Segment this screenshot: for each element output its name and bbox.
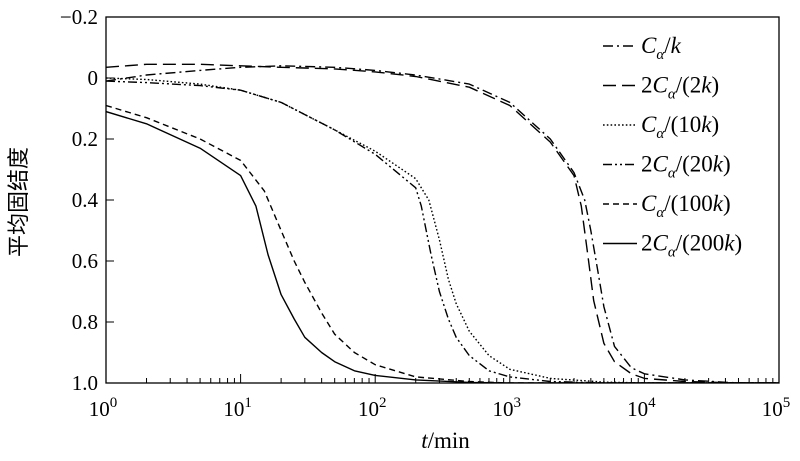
legend-slash: /(	[676, 231, 690, 256]
x-tick-label: 101	[223, 395, 252, 421]
legend-alpha: α	[668, 166, 677, 182]
x-tick-label-base: 10	[762, 397, 783, 421]
x-tick-label-exponent: 2	[379, 395, 387, 411]
x-tick-label-base: 10	[358, 397, 379, 421]
legend-close: )	[735, 231, 743, 256]
legend-k: k	[671, 33, 682, 58]
x-tick-label-exponent: 0	[110, 395, 118, 411]
legend-slash: /(	[676, 73, 690, 98]
legend-slash: /	[664, 33, 671, 58]
y-tick-label: 0.6	[72, 249, 98, 273]
x-tick-labels: 100 101 102 103 104 105	[89, 395, 791, 421]
legend-number: 200	[690, 231, 725, 256]
y-tick-labels: −0.2 0 0.2 0.4 0.6 0.8 1.0	[60, 5, 99, 395]
legend-c: C	[653, 231, 669, 256]
x-tick-label-base: 10	[627, 397, 648, 421]
series-line-2	[106, 63, 779, 383]
legend-k: k	[713, 191, 724, 216]
legend-alpha: α	[668, 245, 677, 261]
x-axis-title-variable: t	[421, 428, 428, 453]
legend-alpha: α	[656, 47, 665, 63]
legend-alpha: α	[656, 126, 665, 142]
x-tick-label-exponent: 5	[783, 395, 791, 411]
x-tick-label-base: 10	[89, 397, 110, 421]
x-tick-label: 100	[89, 395, 118, 421]
x-tick-label-exponent: 3	[514, 395, 522, 411]
legend-coef: 2	[641, 231, 653, 256]
y-tick-label: 0.2	[72, 127, 98, 151]
x-tick-label: 105	[762, 395, 791, 421]
legend-c: C	[641, 112, 657, 137]
legend-close: )	[723, 191, 731, 216]
x-axis-title: t/min	[421, 428, 470, 453]
series-line-4	[106, 80, 779, 383]
legend-alpha: α	[668, 87, 677, 103]
x-tick-label: 104	[627, 395, 656, 421]
legend-label: Cα/k	[641, 33, 682, 63]
x-tick-label-exponent: 1	[244, 395, 252, 411]
legend-number: 100	[678, 191, 713, 216]
x-tick-label-base: 10	[223, 397, 244, 421]
legend-close: )	[712, 73, 720, 98]
legend-alpha: α	[656, 205, 665, 221]
legend-slash: /(	[664, 191, 678, 216]
legend-k: k	[724, 231, 735, 256]
legend: Cα/k2Cα/(2k)Cα/(10k)2Cα/(20k)Cα/(100k)2C…	[603, 33, 742, 261]
y-tick-label: 0.8	[72, 310, 98, 334]
legend-label: 2Cα/(20k)	[641, 152, 731, 182]
legend-number: 10	[678, 112, 701, 137]
x-tick-label: 103	[493, 395, 522, 421]
legend-c: C	[641, 191, 657, 216]
legend-number: 20	[690, 152, 713, 177]
x-axis-title-unit: /min	[428, 428, 471, 453]
legend-label: Cα/(10k)	[641, 112, 719, 142]
y-ticks	[106, 16, 114, 384]
legend-c: C	[653, 152, 669, 177]
legend-k: k	[713, 152, 724, 177]
legend-label: 2Cα/(200k)	[641, 231, 742, 261]
legend-slash: /(	[664, 112, 678, 137]
y-tick-label: 0	[88, 66, 99, 90]
legend-label: Cα/(100k)	[641, 191, 731, 221]
legend-close: )	[723, 152, 731, 177]
legend-k: k	[701, 112, 712, 137]
x-tick-label: 102	[358, 395, 387, 421]
x-tick-label-exponent: 4	[648, 395, 656, 411]
legend-number: 2	[690, 73, 702, 98]
y-tick-label: 0.4	[72, 188, 99, 212]
legend-coef: 2	[641, 152, 653, 177]
legend-close: )	[712, 112, 720, 137]
legend-label: 2Cα/(2k)	[641, 73, 719, 103]
y-tick-label: −0.2	[60, 5, 98, 29]
legend-c: C	[641, 33, 657, 58]
x-ticks	[105, 374, 780, 383]
legend-c: C	[653, 73, 669, 98]
legend-coef: 2	[641, 73, 653, 98]
y-axis-title: 平均固结度	[7, 147, 32, 257]
x-tick-label-base: 10	[493, 397, 514, 421]
y-tick-label: 1.0	[72, 371, 98, 395]
legend-slash: /(	[676, 152, 690, 177]
legend-k: k	[701, 73, 712, 98]
